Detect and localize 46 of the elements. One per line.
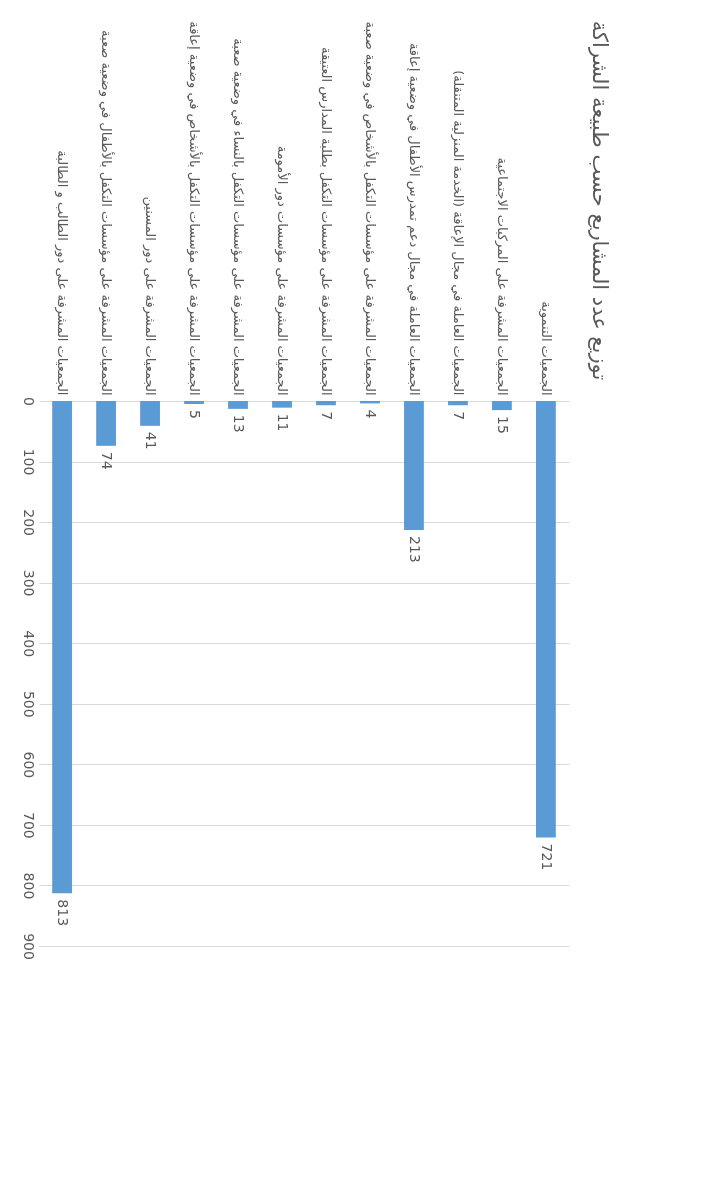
x-tick-label: الجمعيات المشرفة على دور المسنين: [142, 196, 159, 396]
y-tick-label: 800: [20, 872, 37, 900]
y-tick-label: 900: [20, 933, 37, 960]
data-label: 7: [318, 411, 335, 421]
x-tick-label: الجمعيات التنموية: [537, 301, 554, 396]
bar: [448, 401, 468, 406]
x-tick-label: الجمعيات المشرفة على مؤسسات التكفل بالأشخاص في وضعية صعبة: [361, 21, 379, 396]
bar: [404, 401, 424, 530]
bar: [96, 401, 116, 446]
y-tick-label: 400: [20, 630, 37, 658]
data-label: 41: [143, 431, 160, 450]
data-label: 4: [362, 409, 379, 419]
x-tick-label: الجمعيات المشرفة على مؤسسات التكفل بطلبة المدارس العتيقة: [317, 46, 334, 396]
bar: [316, 401, 336, 406]
data-label: 15: [494, 416, 511, 434]
data-label: 5: [187, 410, 204, 419]
y-tick-label: 200: [20, 509, 37, 536]
bar: [52, 401, 72, 894]
y-tick-label: 300: [20, 569, 37, 597]
chart-title: توزيع عدد المشاريع حسب طبيعة الشراكة: [588, 20, 612, 381]
data-label: 213: [406, 535, 423, 563]
x-tick-label: الجمعيات المشرفة على المركبات الاجتماعية: [493, 157, 510, 396]
y-tick-label: 700: [20, 812, 37, 839]
bar: [536, 401, 556, 838]
y-tick-label: 100: [20, 448, 37, 476]
y-tick-label: 0: [20, 397, 37, 406]
data-label: 13: [231, 414, 248, 433]
bar: [228, 401, 248, 409]
data-label: 11: [275, 413, 292, 432]
x-tick-label: الجمعيات المشرفة على دور الطالب و الطالبة: [54, 150, 71, 396]
x-tick-label: الجمعيات المشرفة على مؤسسات دور الأمومة: [274, 145, 292, 396]
x-tick-label: الجمعيات المشرفة على مؤسسات التكفل بالأشخاص في وضعية إعاقة: [186, 21, 204, 396]
x-tick-label: الجمعيات العاملة في مجال الإعاقة (الخدمة المنزلية المتنقلة): [449, 70, 466, 396]
x-tick-label: الجمعيات المشرفة على مؤسسات التكفل بالأطفال في وضعية صعبة: [98, 30, 116, 396]
x-tick-label: الجمعيات المشرفة على مؤسسات التكفل بالنساء في وضعية صعبة: [230, 38, 247, 396]
bar: [140, 401, 160, 426]
data-label: 7: [450, 411, 467, 421]
data-label: 721: [538, 843, 555, 871]
x-tick-label: الجمعيات العاملة في مجال دعم تمدرس الأطفال في وضعية إعاقة: [405, 42, 423, 396]
y-tick-label: 500: [20, 690, 37, 718]
data-label: 74: [99, 451, 116, 470]
bar: [492, 401, 512, 411]
bar: [184, 401, 204, 405]
bar: [272, 401, 292, 408]
data-label: 813: [55, 899, 72, 927]
y-tick-label: 600: [20, 751, 37, 779]
